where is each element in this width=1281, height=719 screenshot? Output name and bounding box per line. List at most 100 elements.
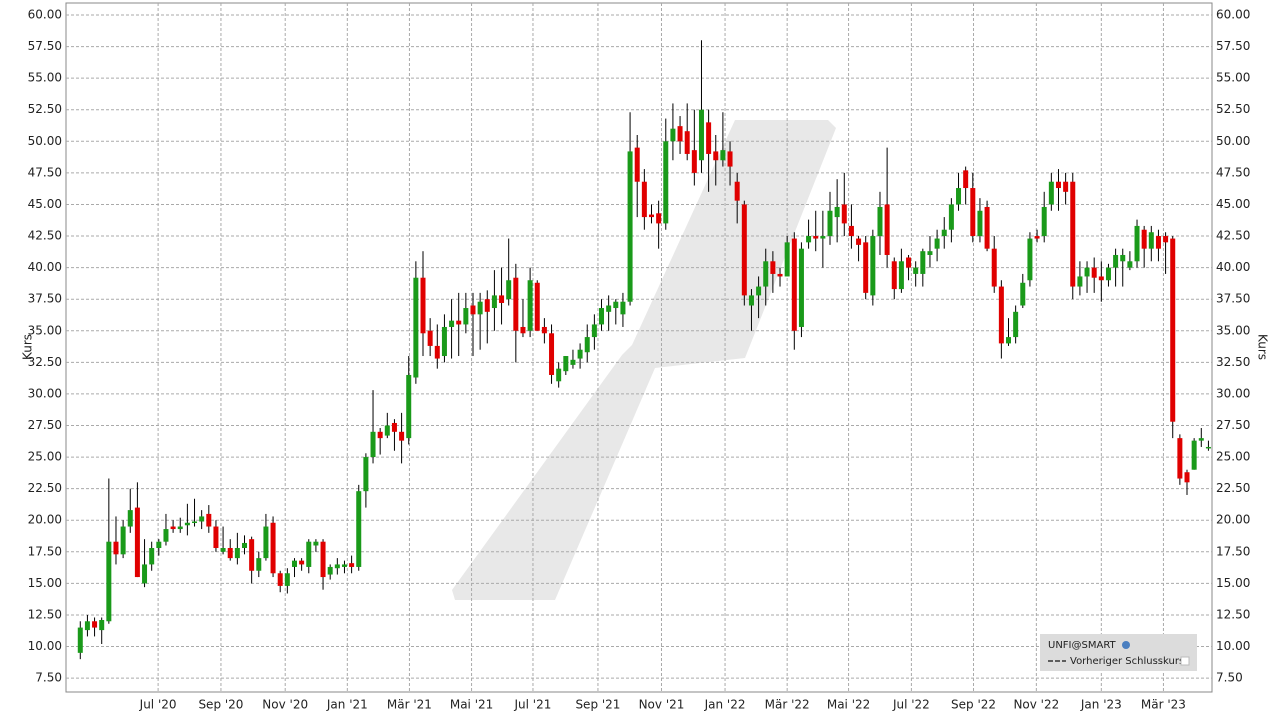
candle-body xyxy=(320,541,326,578)
legend-box xyxy=(1040,634,1197,671)
candle-body xyxy=(691,150,697,173)
candle-body xyxy=(1177,438,1183,479)
candle-body xyxy=(584,337,590,353)
candle-body xyxy=(1163,236,1169,243)
candle-body xyxy=(242,542,248,549)
y-axis-label: Kurs xyxy=(21,334,35,360)
candle-body xyxy=(420,277,426,334)
candle-body xyxy=(449,320,455,327)
y-tick-label: 47.50 xyxy=(28,165,62,179)
y2-tick-label: 42.50 xyxy=(1216,229,1250,243)
y-tick-label: 20.00 xyxy=(28,513,62,527)
candle-body xyxy=(134,507,140,578)
candle-body xyxy=(384,425,390,436)
candle-body xyxy=(213,526,219,549)
candle-body xyxy=(463,308,469,325)
candle-body xyxy=(863,242,869,293)
x-tick-label: Mär '22 xyxy=(765,698,810,712)
x-tick-label: Jul '21 xyxy=(514,698,552,712)
y2-tick-label: 40.00 xyxy=(1216,260,1250,274)
candle-body xyxy=(249,539,255,571)
y2-tick-label: 15.00 xyxy=(1216,576,1250,590)
candle-body xyxy=(891,261,897,290)
y-tick-label: 42.50 xyxy=(28,229,62,243)
candle-body xyxy=(641,181,647,218)
y-tick-label: 40.00 xyxy=(28,260,62,274)
candle-body xyxy=(777,273,783,277)
candle-body xyxy=(1013,311,1019,338)
candle-body xyxy=(1048,181,1054,205)
candle-body xyxy=(484,299,490,312)
candle-body xyxy=(670,128,676,142)
candle-body xyxy=(763,261,769,287)
candle-body xyxy=(570,359,576,365)
candle-body xyxy=(613,301,619,309)
x-tick-label: Mär '23 xyxy=(1141,698,1186,712)
candle-body xyxy=(656,213,662,224)
y-tick-label: 32.50 xyxy=(28,355,62,369)
candle-body xyxy=(341,564,347,567)
y-tick-label: 22.50 xyxy=(28,481,62,495)
y-tick-label: 7.50 xyxy=(35,671,62,685)
candle-body xyxy=(784,242,790,277)
y-tick-label: 45.00 xyxy=(28,197,62,211)
candle-body xyxy=(706,122,712,154)
candle-body xyxy=(120,526,126,555)
candle-body xyxy=(870,236,876,296)
candle-body xyxy=(163,529,169,542)
candle-body xyxy=(898,261,904,290)
candle-body xyxy=(1105,267,1111,281)
candle-body xyxy=(813,236,819,239)
candle-body xyxy=(541,326,547,334)
candle-body xyxy=(1006,337,1012,344)
x-tick-label: Nov '22 xyxy=(1013,698,1059,712)
candle-body xyxy=(599,308,605,325)
x-tick-label: Mai '22 xyxy=(827,698,870,712)
candle-body xyxy=(856,238,862,245)
y2-tick-label: 32.50 xyxy=(1216,355,1250,369)
y2-tick-label: 47.50 xyxy=(1216,165,1250,179)
candle-body xyxy=(142,564,148,584)
candle-body xyxy=(299,560,305,565)
candles xyxy=(77,40,1211,660)
candle-body xyxy=(377,431,383,439)
y-tick-label: 12.50 xyxy=(28,607,62,621)
candle-body xyxy=(491,295,497,309)
y2-tick-label: 45.00 xyxy=(1216,197,1250,211)
candle-body xyxy=(820,236,826,239)
candle-body xyxy=(727,151,733,167)
y2-tick-label: 17.50 xyxy=(1216,544,1250,558)
candle-body xyxy=(263,526,269,559)
y-tick-label: 25.00 xyxy=(28,450,62,464)
y2-tick-label: 10.00 xyxy=(1216,639,1250,653)
y2-tick-label: 57.50 xyxy=(1216,39,1250,53)
candle-body xyxy=(848,225,854,237)
y-tick-label: 15.00 xyxy=(28,576,62,590)
legend-icon xyxy=(1122,641,1130,649)
candle-body xyxy=(327,566,333,575)
candle-body xyxy=(1198,438,1204,441)
candle-body xyxy=(827,210,833,237)
y2-tick-label: 27.50 xyxy=(1216,418,1250,432)
candle-body xyxy=(363,457,369,492)
candle-body xyxy=(106,541,112,622)
candle-body xyxy=(113,541,119,555)
candle-body xyxy=(663,141,669,224)
candle-body xyxy=(1077,276,1083,287)
candle-body xyxy=(913,267,919,274)
candle-body xyxy=(606,305,612,312)
y2-axis-label: Kurs xyxy=(1256,334,1270,360)
candle-body xyxy=(884,204,890,255)
y-tick-label: 30.00 xyxy=(28,386,62,400)
candle-body xyxy=(1070,181,1076,287)
candle-body xyxy=(99,620,105,631)
candle-body xyxy=(406,374,412,439)
y2-tick-label: 22.50 xyxy=(1216,481,1250,495)
y-tick-label: 10.00 xyxy=(28,639,62,653)
candle-body xyxy=(577,349,583,359)
candle-body xyxy=(1155,236,1161,249)
candle-body xyxy=(177,526,183,530)
candle-body xyxy=(313,541,319,546)
x-tick-label: Mai '21 xyxy=(450,698,493,712)
candle-body xyxy=(199,516,205,522)
